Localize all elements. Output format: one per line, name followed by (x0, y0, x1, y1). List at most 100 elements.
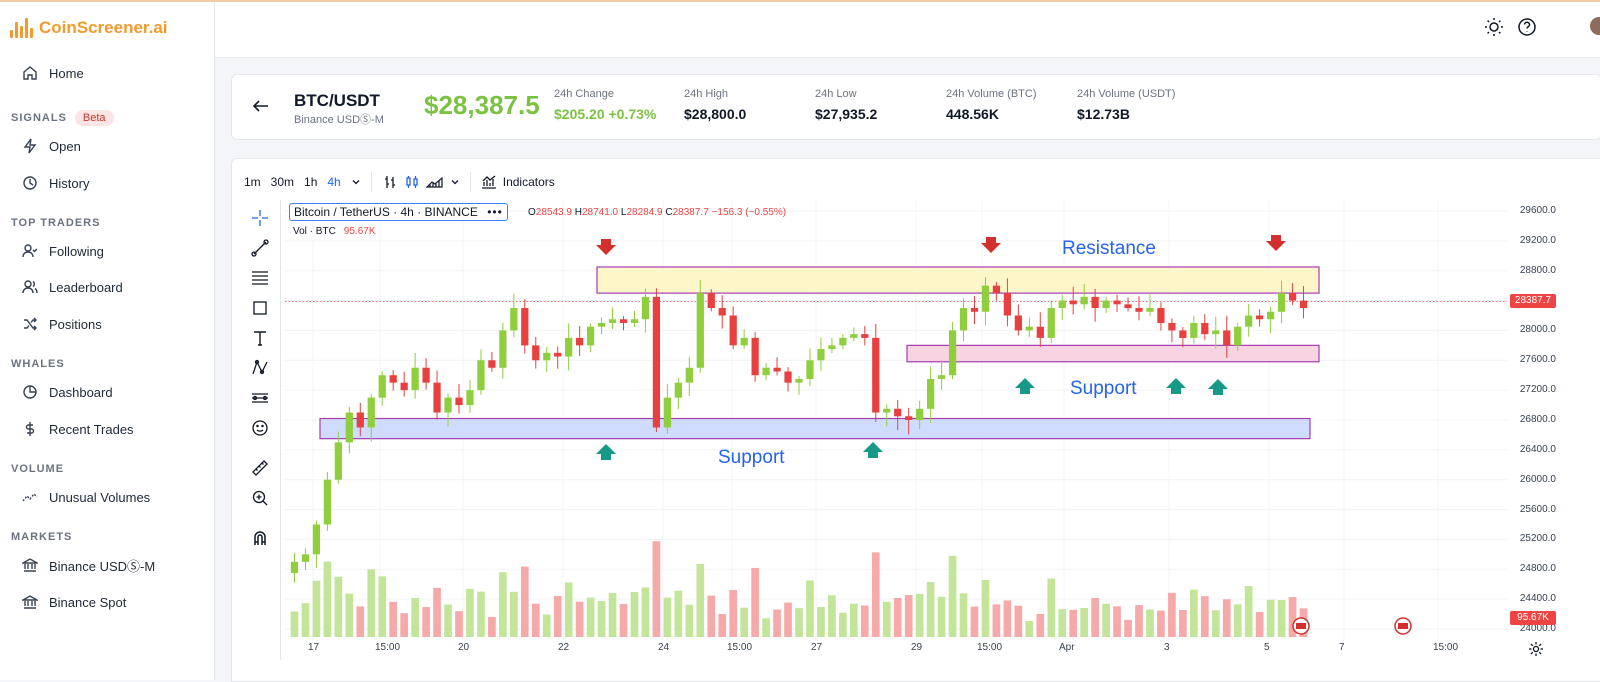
nav-recent-trades[interactable]: Recent Trades (22, 419, 134, 439)
candle (597, 322, 606, 327)
help-icon[interactable] (1517, 17, 1537, 37)
candle (543, 352, 551, 361)
nav-leaderboard[interactable]: Leaderboard (22, 277, 123, 297)
dollar-icon (25, 422, 35, 436)
settings-icon[interactable] (1528, 641, 1544, 657)
volume-bar (608, 592, 617, 637)
candle (1179, 330, 1187, 338)
stat-label: 24h Volume (USDT) (1077, 88, 1176, 100)
timeframe-4h[interactable]: 4h (327, 175, 341, 189)
sidebar: CoinScreener.ai Home SIGNALS Beta Open Hi… (0, 2, 215, 680)
nav-binance-spot-label: Binance Spot (49, 594, 127, 610)
volume-bar (323, 561, 332, 637)
candle (948, 330, 957, 376)
change-value: −156.3 (−0.55%) (711, 207, 787, 218)
fib-lines-icon[interactable] (249, 267, 271, 289)
candle (1245, 315, 1253, 327)
emoji-icon[interactable] (249, 417, 271, 439)
ruler-icon[interactable] (249, 457, 271, 479)
nav-binance-spot[interactable]: Binance Spot (22, 592, 126, 612)
timeframe-30m[interactable]: 30m (270, 175, 295, 189)
volume-bar (1200, 596, 1209, 637)
candle (773, 367, 781, 372)
candle (466, 390, 474, 406)
bolt-icon (23, 138, 37, 154)
chart-toolbar: 1m 30m 1h 4h Indicators (244, 167, 555, 197)
more-icon[interactable]: ••• (487, 205, 503, 219)
candlestick-chart[interactable] (285, 200, 1507, 640)
price-tick-label: 29600.0 (1519, 205, 1556, 216)
candle (1069, 300, 1077, 305)
candle (674, 382, 682, 398)
volume-legend: Vol · BTC 95.67K (293, 226, 376, 237)
magnet-icon[interactable] (249, 527, 271, 549)
volume-bar (356, 606, 365, 637)
timeframe-1m[interactable]: 1m (244, 175, 261, 189)
nav-home-label: Home (49, 65, 84, 81)
time-tick-label: 15:00 (727, 642, 753, 653)
timeframe-1h[interactable]: 1h (304, 175, 318, 189)
volume-bar (389, 601, 398, 637)
indicators-button[interactable]: Indicators (481, 174, 555, 190)
nav-home[interactable]: Home (22, 63, 84, 83)
candle (488, 360, 496, 368)
high-value: 28741.0 (581, 207, 619, 218)
rectangle-icon[interactable] (249, 297, 271, 319)
candles-chart-type-icon[interactable] (404, 174, 420, 190)
bar-chart-type-icon[interactable] (382, 174, 398, 190)
time-tick-label: 7 (1339, 642, 1345, 653)
symbol-legend[interactable]: Bitcoin / TetherUS · 4h · BINANCE ••• (289, 203, 508, 221)
nav-positions[interactable]: Positions (22, 314, 102, 334)
stat-24h-high: 24h High $28,800.0 (684, 88, 746, 122)
volume-bar (455, 611, 463, 637)
price-tick-label: 24800.0 (1519, 563, 1556, 575)
avatar[interactable] (1590, 17, 1600, 35)
candle (608, 319, 617, 323)
price-tick-label: 28000.0 (1519, 324, 1556, 336)
nav-unusual-volumes-label: Unusual Volumes (49, 489, 151, 505)
candle (894, 408, 902, 417)
candle (1047, 308, 1055, 338)
text-tool-icon[interactable] (249, 327, 271, 349)
time-tick-label: 24 (658, 642, 670, 653)
nav-unusual-volumes[interactable]: Unusual Volumes (22, 487, 150, 507)
volume-bar (1069, 609, 1078, 637)
price-axis[interactable]: 29600.029200.028800.028400.028000.027600… (1510, 200, 1568, 640)
forecast-icon[interactable] (249, 387, 271, 409)
nav-binance-usdm[interactable]: Binance USDⓈ-M (22, 555, 155, 575)
candle (1146, 308, 1154, 312)
volume-bar (477, 591, 485, 637)
logo[interactable]: CoinScreener.ai (10, 16, 168, 40)
pie-chart-icon (23, 385, 37, 399)
zoom-in-icon[interactable] (249, 487, 271, 509)
volume-bar (1091, 597, 1099, 637)
sun-icon[interactable] (1484, 17, 1504, 37)
resistance-zone (596, 266, 1320, 294)
volume-bar (1025, 621, 1034, 637)
nav-signals-open[interactable]: Open (22, 136, 81, 156)
pattern-icon[interactable] (249, 357, 271, 379)
volume-bar (1244, 586, 1253, 637)
nav-dashboard[interactable]: Dashboard (22, 382, 113, 402)
volume-bar (773, 609, 781, 637)
nav-open-label: Open (49, 138, 81, 154)
crosshair-icon[interactable] (249, 207, 271, 229)
nav-following[interactable]: Following (22, 241, 104, 261)
candle (1223, 330, 1231, 346)
volume-bar (1266, 599, 1275, 637)
chevron-down-icon[interactable] (450, 177, 460, 187)
candle (619, 319, 628, 323)
nav-signals-history[interactable]: History (22, 173, 89, 193)
section-whales: WHALES (11, 358, 65, 370)
back-arrow-icon[interactable] (252, 97, 270, 115)
candle (422, 367, 430, 383)
candle (718, 308, 726, 316)
trend-line-icon[interactable] (249, 237, 271, 259)
price-tick-label: 28800.0 (1519, 264, 1556, 276)
stat-label: 24h Volume (BTC) (946, 88, 1037, 100)
chevron-down-icon[interactable] (351, 177, 361, 187)
volume-bar (1222, 599, 1231, 637)
area-chart-type-icon[interactable] (425, 174, 444, 190)
pair-title: BTC/USDT (294, 91, 380, 110)
candle (1266, 311, 1275, 320)
